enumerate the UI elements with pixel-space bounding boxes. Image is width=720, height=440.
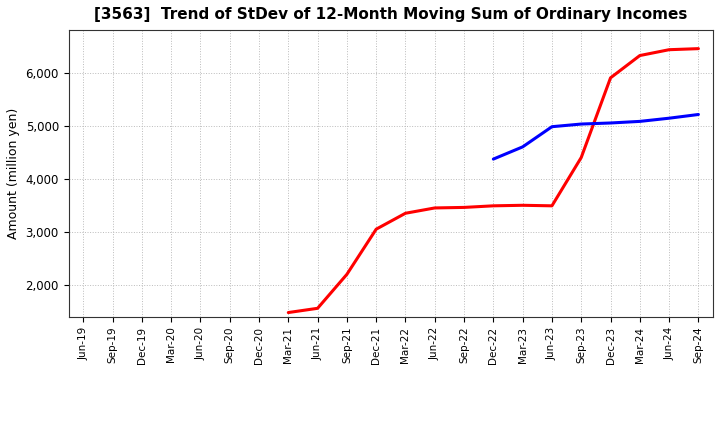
Y-axis label: Amount (million yen): Amount (million yen) [7,108,20,239]
Title: [3563]  Trend of StDev of 12-Month Moving Sum of Ordinary Incomes: [3563] Trend of StDev of 12-Month Moving… [94,7,688,22]
